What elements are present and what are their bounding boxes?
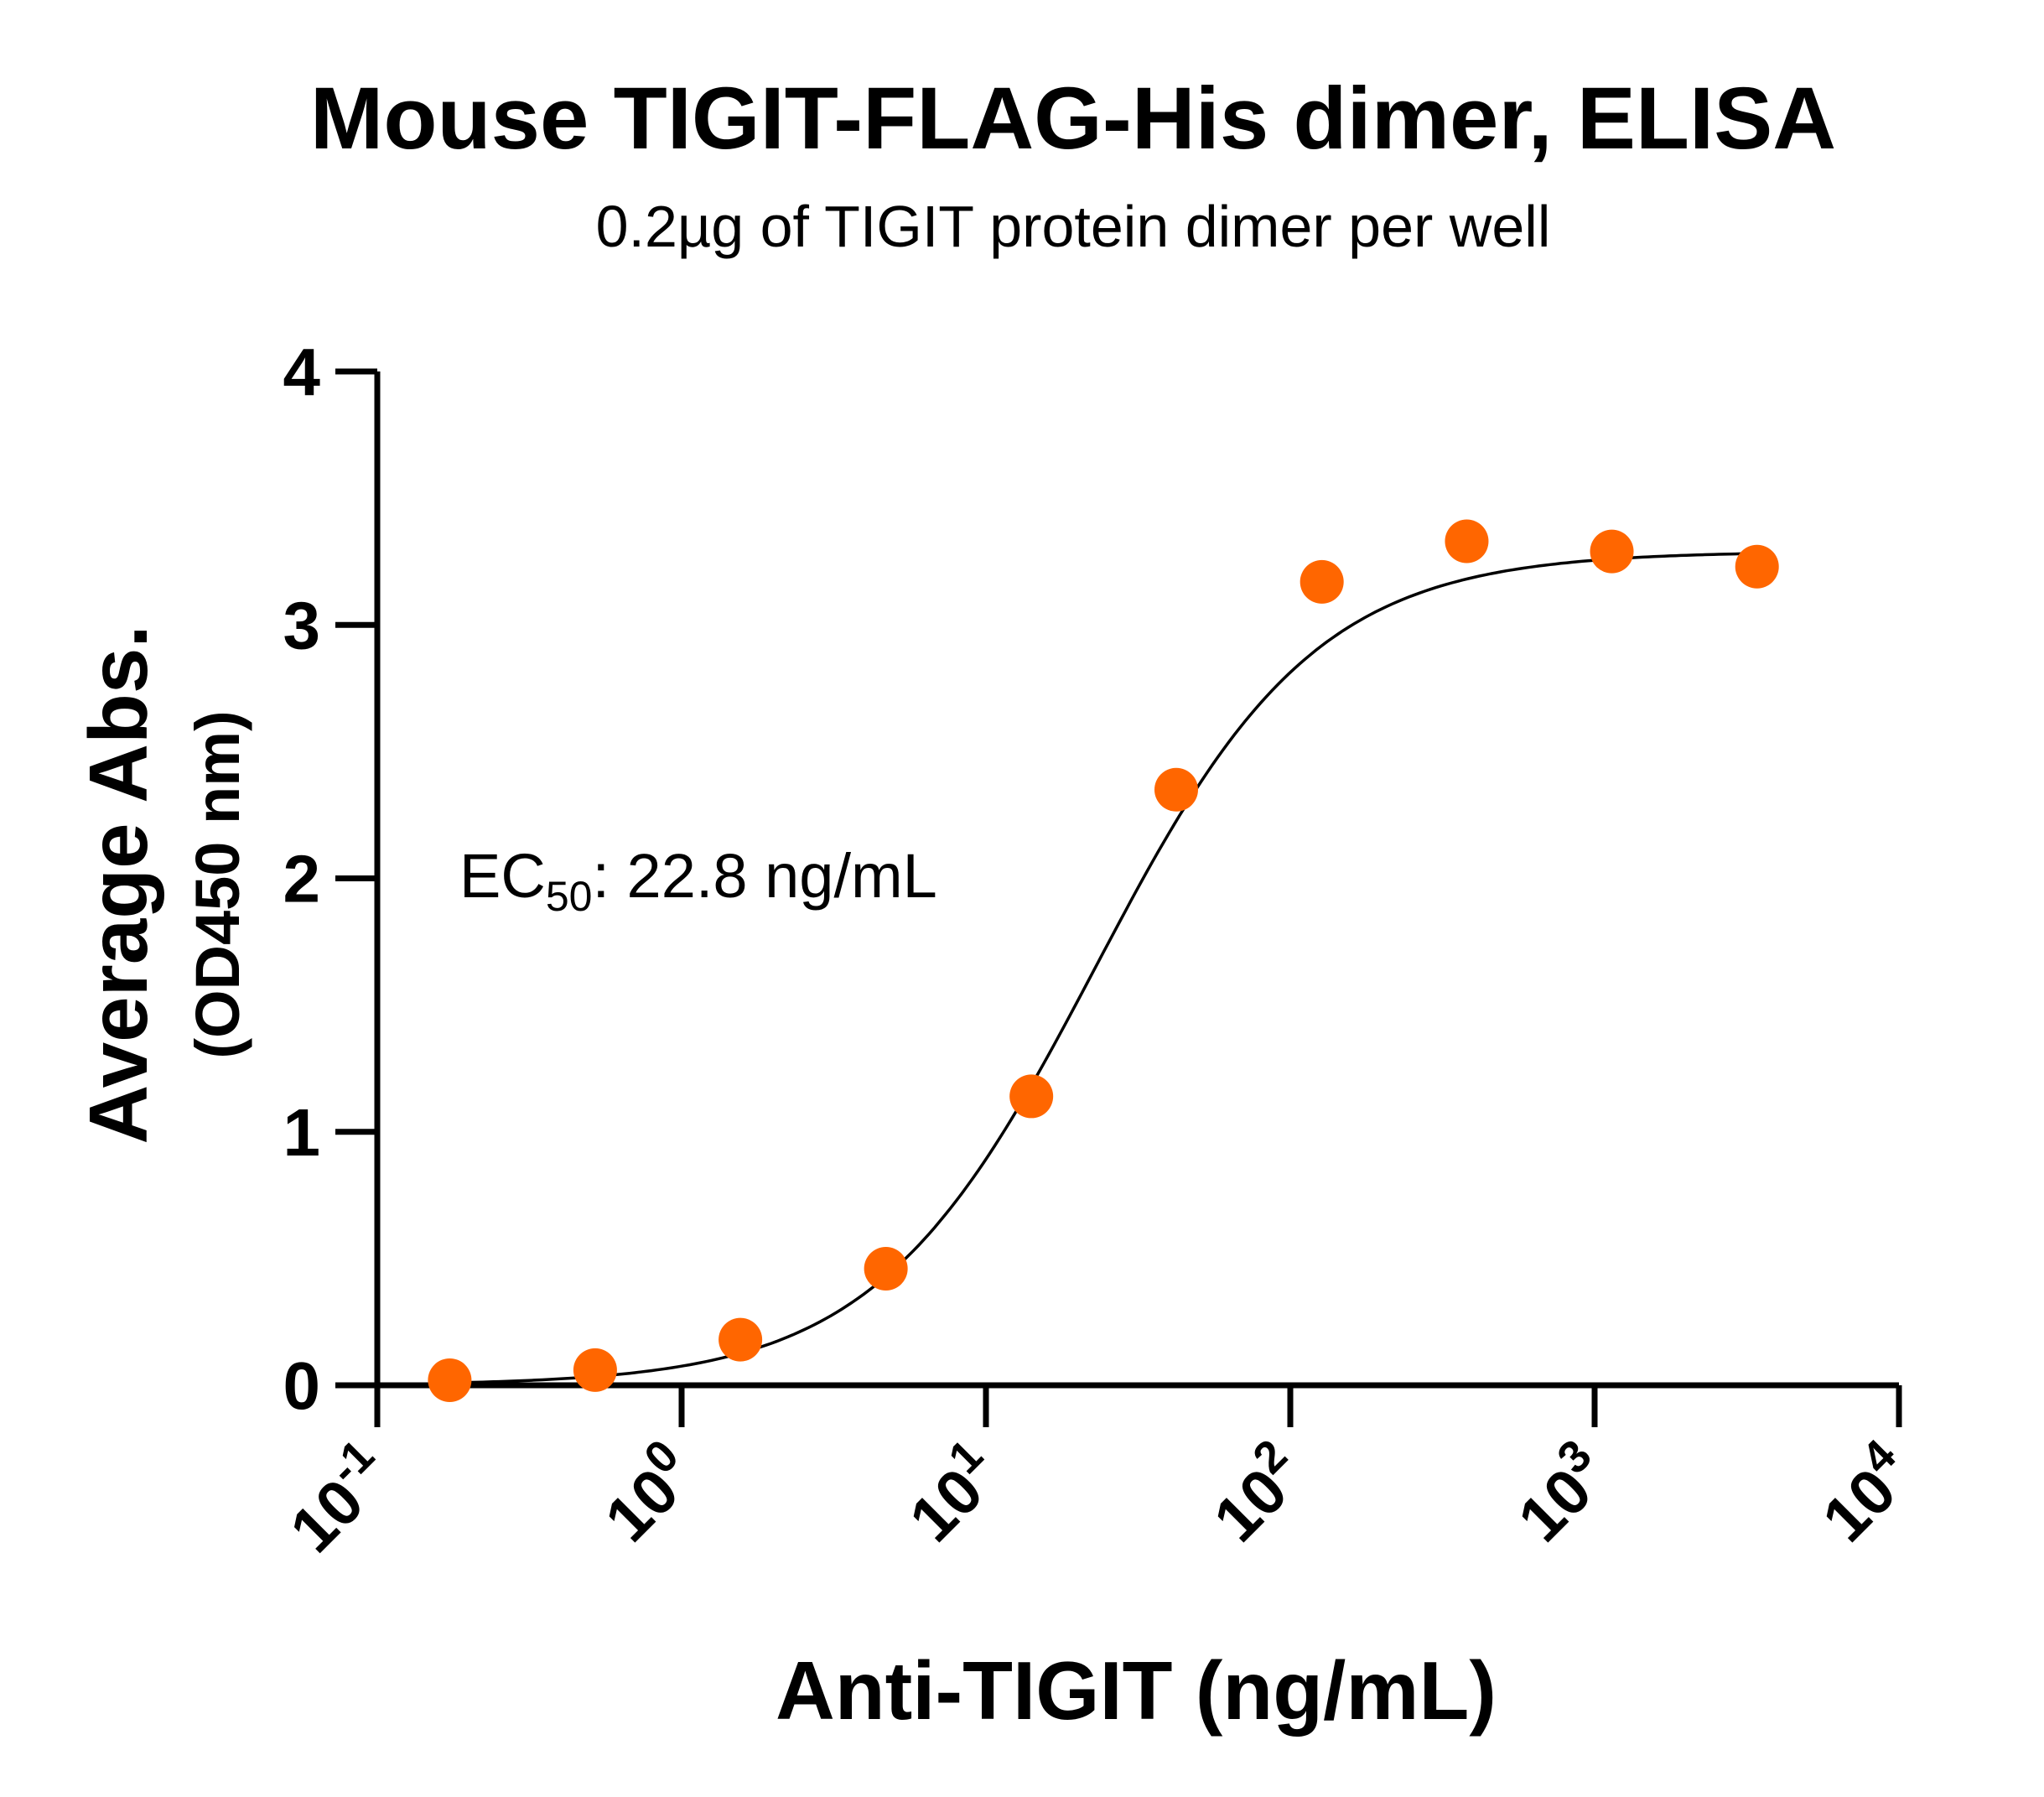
data-point	[1735, 544, 1779, 589]
chart-title: Mouse TIGIT-FLAG-His dimer, ELISA	[309, 70, 1837, 168]
data-points	[428, 519, 1779, 1402]
data-point	[1154, 767, 1198, 812]
ec50-subscript: 50	[546, 873, 593, 920]
y-axis-label: Average Abs.	[72, 625, 164, 1144]
y-axis-sublabel: (OD450 nm)	[183, 710, 252, 1058]
fit-curve	[449, 552, 1757, 1384]
x-tick-label: 10-1	[270, 1430, 406, 1566]
data-point	[1445, 519, 1489, 564]
y-tick-label: 0	[283, 1348, 321, 1423]
x-tick-label: 100	[584, 1430, 710, 1555]
x-tick-label: 104	[1802, 1430, 1927, 1555]
ec50-prefix: EC	[459, 841, 546, 911]
data-point	[864, 1246, 908, 1291]
x-axis-label: Anti-TIGIT (ng/mL)	[776, 1644, 1497, 1737]
x-tick-label: 103	[1497, 1430, 1623, 1555]
chart-subtitle: 0.2µg of TIGIT protein dimer per well	[595, 194, 1551, 259]
x-tick-label: 102	[1193, 1430, 1319, 1555]
data-point	[1590, 529, 1634, 574]
ec50-value: : 22.8 ng/mL	[592, 841, 936, 911]
x-tick-label: 101	[889, 1430, 1014, 1555]
y-tick-label: 1	[283, 1095, 321, 1170]
data-point	[428, 1358, 472, 1402]
y-tick-label: 4	[283, 335, 321, 409]
y-tick-label: 3	[283, 588, 321, 662]
data-point	[1009, 1074, 1054, 1119]
ec50-annotation: EC50: 22.8 ng/mL	[459, 841, 937, 920]
data-point	[573, 1348, 617, 1392]
data-point	[1300, 559, 1344, 604]
data-point	[719, 1317, 763, 1362]
y-tick-label: 2	[283, 842, 321, 917]
